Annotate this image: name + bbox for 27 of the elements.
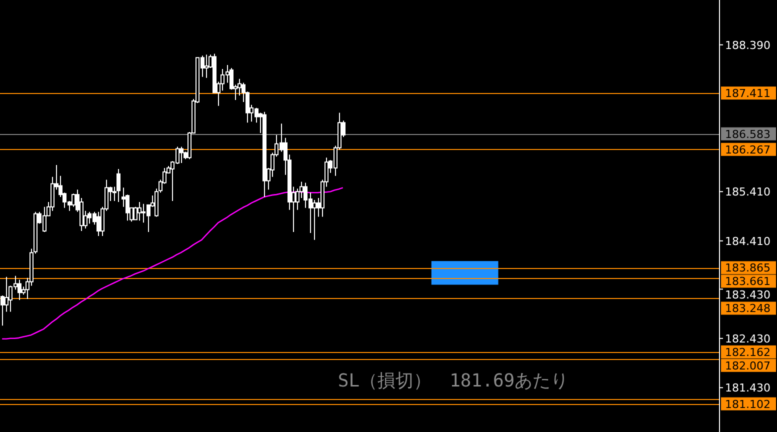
ref-line-label: 187.411: [725, 87, 770, 100]
y-tick-label: 184.410: [725, 234, 770, 248]
ref-line-label: 183.248: [725, 302, 770, 316]
ref-line-label: 186.583: [725, 128, 770, 141]
y-tick-label: 188.390: [725, 38, 770, 52]
y-tick-label: 181.430: [725, 382, 770, 395]
line-series: [1, 187, 344, 340]
candlestick: [180, 146, 184, 164]
candlestick: [4, 276, 8, 312]
candlestick: [138, 201, 142, 222]
candlestick: [204, 54, 208, 78]
candlestick: [116, 168, 120, 202]
ref-line-label: 183.661: [725, 275, 770, 288]
y-tick-label: 182.430: [725, 332, 770, 346]
candlestick: [18, 279, 22, 300]
y-tick-label: 183.430: [725, 288, 770, 302]
ref-line-label: 183.865: [725, 262, 770, 275]
ref-line-label: 182.007: [725, 359, 770, 372]
ref-line-label: 181.102: [725, 398, 770, 411]
y-tick-label: 185.410: [725, 186, 770, 199]
candlestick: [134, 206, 138, 220]
ref-line-label: 182.162: [725, 346, 770, 359]
ref-line-label: 186.267: [725, 143, 770, 156]
annotation: SL（損切） 181.69あたり: [338, 370, 569, 392]
candlestick: [72, 193, 76, 208]
candlestick: [312, 199, 316, 240]
candlestick: [96, 211, 100, 236]
